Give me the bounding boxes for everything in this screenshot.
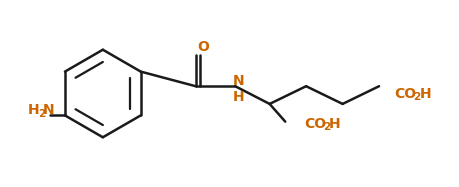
Text: 2: 2 bbox=[414, 92, 421, 102]
Text: N: N bbox=[233, 74, 244, 88]
Text: H: H bbox=[28, 103, 39, 117]
Text: N: N bbox=[42, 103, 54, 117]
Text: CO: CO bbox=[304, 117, 326, 131]
Text: H: H bbox=[329, 117, 341, 131]
Text: 2: 2 bbox=[323, 122, 330, 132]
Text: CO: CO bbox=[395, 87, 417, 100]
Text: O: O bbox=[197, 40, 209, 54]
Text: H: H bbox=[233, 90, 244, 104]
Text: H: H bbox=[420, 87, 431, 100]
Text: 2: 2 bbox=[39, 109, 45, 119]
